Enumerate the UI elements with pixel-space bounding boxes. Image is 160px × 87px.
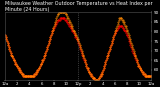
Text: Milwaukee Weather Outdoor Temperature vs Heat Index per Minute (24 Hours): Milwaukee Weather Outdoor Temperature vs… [5,1,153,12]
